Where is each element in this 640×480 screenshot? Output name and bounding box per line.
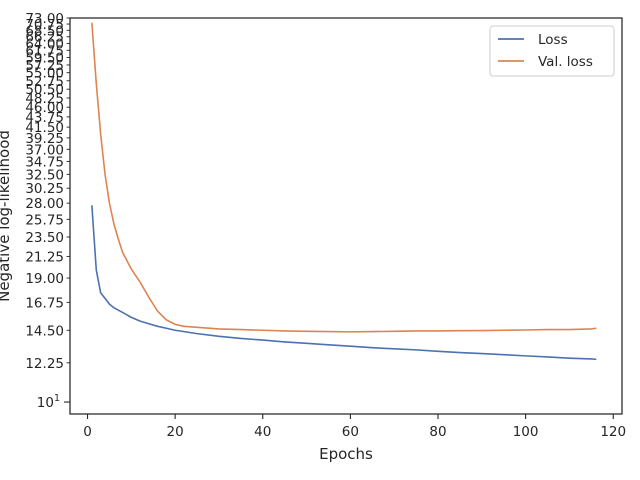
y-tick-label: 48.25	[25, 91, 64, 107]
y-tick-label: 30.25	[25, 181, 64, 197]
x-tick-label: 80	[429, 424, 446, 440]
y-tick-label: 52.75	[25, 74, 64, 90]
x-tick-label: 20	[167, 424, 184, 440]
y-tick-label: 57.25	[25, 58, 64, 74]
x-axis: 0 20 40 60 80 100 120	[83, 414, 626, 440]
series-line-val-loss	[91, 22, 597, 333]
y-tick-label: 55.00	[25, 66, 64, 82]
y-tick-label: 70.75	[25, 17, 64, 33]
y-tick-label: 28.00	[25, 196, 64, 212]
x-tick-label: 60	[342, 424, 359, 440]
plot-frame	[69, 17, 623, 415]
y-tick-label: 68.50	[25, 23, 64, 39]
y-tick-label: 64.00	[25, 36, 64, 52]
legend-label: Val. loss	[538, 54, 593, 70]
y-tick-label: 59.50	[25, 51, 64, 67]
y-tick-label: 43.75	[25, 110, 64, 126]
y-tick-label: 32.50	[25, 167, 64, 183]
x-tick-label: 100	[513, 424, 539, 440]
y-tick-label: 41.50	[25, 120, 64, 136]
x-axis-label: Epochs	[319, 445, 373, 463]
y-tick-label: 61.75	[25, 43, 64, 59]
y-tick-label: 37.00	[25, 142, 64, 158]
y-tick-label: 34.75	[25, 154, 64, 170]
legend: Loss Val. loss	[489, 25, 615, 77]
y-axis: 101 12.25 14.50 16.75 19.00 21.25 23.50 25.7528…	[25, 11, 70, 411]
y-tick-label: 23.50	[25, 230, 64, 246]
y-tick-label: 50.50	[25, 82, 64, 98]
y-tick-label: 46.00	[25, 100, 64, 116]
y-tick-label: 66.25	[25, 30, 64, 46]
y-major-tick-exponent: 1	[54, 393, 60, 404]
x-tick-label: 0	[83, 424, 92, 440]
y-tick-label: 12.25	[25, 356, 64, 372]
series-layer	[91, 22, 597, 361]
y-tick-label: 16.75	[25, 295, 64, 311]
x-tick-label: 120	[600, 424, 626, 440]
series-line-loss	[91, 205, 597, 361]
x-tick-label: 40	[254, 424, 271, 440]
y-major-tick-label: 101	[37, 393, 60, 411]
y-tick-label: 19.00	[25, 271, 64, 287]
y-axis-label: Negative log-likelihood	[0, 130, 13, 302]
y-tick-label: 25.75	[25, 212, 64, 228]
y-tick-label: 21.25	[25, 249, 64, 265]
y-tick-label: 39.25	[25, 131, 64, 147]
plot-area	[70, 18, 622, 414]
y-tick-label: 73.00	[25, 11, 64, 27]
y-tick-label: 14.50	[25, 323, 64, 339]
legend-label: Loss	[538, 32, 568, 48]
